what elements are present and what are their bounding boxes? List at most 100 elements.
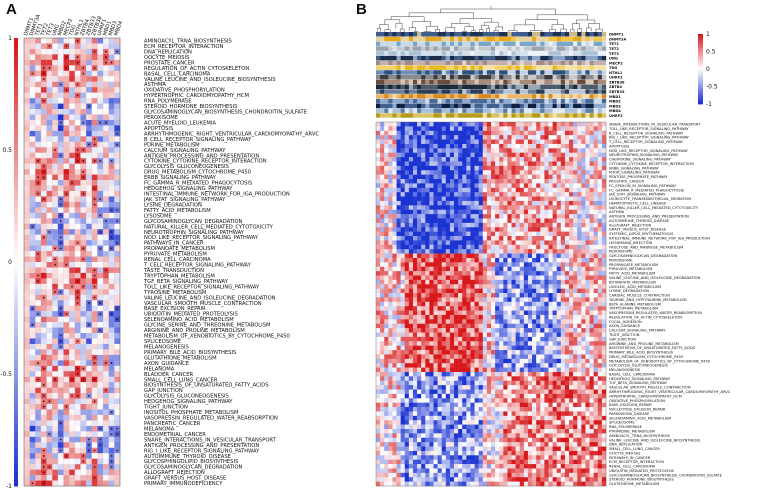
heatmap-cell bbox=[376, 266, 381, 272]
heatmap-cell bbox=[52, 382, 59, 388]
heatmap-cell bbox=[376, 205, 381, 210]
heatmap-cell bbox=[29, 174, 36, 181]
annotation-cell bbox=[560, 55, 566, 61]
significance-marker bbox=[110, 160, 113, 162]
annotation-cell bbox=[527, 103, 533, 109]
heatmap-cell bbox=[503, 135, 508, 140]
annotation-cell bbox=[449, 113, 455, 118]
heatmap-cell bbox=[24, 305, 30, 312]
heatmap-cell bbox=[458, 240, 463, 246]
heatmap-cell bbox=[74, 136, 81, 143]
heatmap-cell bbox=[449, 122, 455, 127]
heatmap-cell bbox=[601, 244, 607, 250]
significance-marker bbox=[59, 422, 62, 425]
heatmap-cell bbox=[458, 271, 463, 276]
scale-swatch bbox=[14, 217, 18, 226]
heatmap-cell bbox=[564, 271, 570, 276]
heatmap-cell bbox=[433, 227, 438, 232]
heatmap-cell bbox=[515, 257, 520, 263]
significance-marker bbox=[65, 455, 68, 457]
heatmap-cell bbox=[29, 349, 36, 356]
heatmap-cell bbox=[564, 148, 570, 153]
annotation-cell bbox=[400, 79, 405, 85]
heatmap-cell bbox=[478, 135, 484, 140]
heatmap-cell bbox=[97, 475, 104, 481]
heatmap-cell bbox=[429, 214, 434, 219]
heatmap-cell bbox=[503, 279, 508, 285]
significance-marker bbox=[110, 236, 113, 239]
heatmap-cell bbox=[581, 161, 586, 167]
heatmap-cell bbox=[412, 187, 418, 193]
heatmap-cell bbox=[408, 174, 414, 180]
annotation-cell bbox=[412, 41, 418, 47]
significance-marker bbox=[59, 345, 62, 348]
heatmap-cell bbox=[519, 179, 525, 184]
heatmap-cell bbox=[74, 469, 81, 476]
annotation-cell bbox=[437, 113, 442, 118]
heatmap-cell bbox=[564, 253, 570, 259]
heatmap-cell bbox=[556, 170, 562, 175]
heatmap-cell bbox=[97, 218, 104, 224]
heatmap-cell bbox=[569, 174, 574, 180]
heatmap-cell bbox=[429, 148, 434, 153]
annotation-cell bbox=[507, 46, 512, 51]
heatmap-cell bbox=[470, 214, 475, 219]
heatmap-cell bbox=[507, 126, 512, 132]
heatmap-cell bbox=[564, 139, 570, 145]
significance-marker bbox=[76, 373, 79, 375]
annotation-cell bbox=[499, 94, 504, 99]
heatmap-cell bbox=[91, 59, 98, 66]
heatmap-cell bbox=[470, 209, 475, 215]
heatmap-cell bbox=[417, 200, 422, 206]
heatmap-cell bbox=[458, 152, 463, 158]
heatmap-cell bbox=[540, 236, 545, 241]
annotation-cell bbox=[433, 103, 438, 109]
heatmap-cell bbox=[433, 222, 438, 228]
significance-marker bbox=[76, 56, 79, 59]
heatmap-cell bbox=[491, 135, 496, 140]
heatmap-cell bbox=[74, 480, 81, 487]
annotation-cell bbox=[597, 103, 603, 109]
annotation-cell bbox=[396, 98, 401, 104]
annotation-cell bbox=[560, 41, 566, 47]
heatmap-cell bbox=[564, 126, 570, 132]
heatmap-cell bbox=[63, 333, 70, 339]
annotation-cell bbox=[466, 113, 471, 118]
heatmap-cell bbox=[458, 130, 463, 136]
heatmap-cell bbox=[74, 119, 81, 126]
heatmap-cell bbox=[478, 143, 484, 149]
heatmap-cell bbox=[396, 148, 401, 153]
heatmap-cell bbox=[52, 229, 59, 235]
annotation-cell bbox=[433, 41, 438, 47]
heatmap-cell bbox=[503, 236, 508, 241]
annotation-cell bbox=[536, 89, 541, 94]
heatmap-cell bbox=[491, 196, 496, 202]
heatmap-cell bbox=[421, 161, 426, 167]
annotation-cell bbox=[601, 89, 607, 94]
heatmap-cell bbox=[499, 148, 504, 153]
annotation-cell bbox=[560, 46, 566, 51]
heatmap-cell bbox=[593, 214, 599, 219]
significance-marker bbox=[37, 252, 40, 255]
heatmap-cell bbox=[429, 157, 434, 162]
heatmap-cell bbox=[548, 200, 553, 206]
heatmap-cell bbox=[589, 152, 594, 158]
annotation-cell bbox=[454, 51, 459, 56]
heatmap-cell bbox=[458, 148, 463, 153]
heatmap-cell bbox=[433, 205, 438, 210]
annotation-cell bbox=[462, 79, 467, 85]
heatmap-cell bbox=[532, 253, 537, 259]
heatmap-cell bbox=[540, 139, 545, 145]
heatmap-cell bbox=[597, 200, 603, 206]
heatmap-cell bbox=[437, 236, 442, 241]
heatmap-cell bbox=[86, 229, 92, 235]
heatmap-cell bbox=[507, 139, 512, 145]
heatmap-cell bbox=[462, 249, 467, 254]
annotation-cell bbox=[445, 89, 451, 94]
pathway-row-label: ARGININE_AND_PROLINE_METABOLISM bbox=[144, 328, 245, 334]
annotation-cell bbox=[400, 89, 405, 94]
heatmap-cell bbox=[417, 183, 422, 189]
annotation-cell bbox=[441, 113, 447, 118]
heatmap-cell bbox=[495, 262, 500, 267]
heatmap-cell bbox=[57, 87, 64, 93]
